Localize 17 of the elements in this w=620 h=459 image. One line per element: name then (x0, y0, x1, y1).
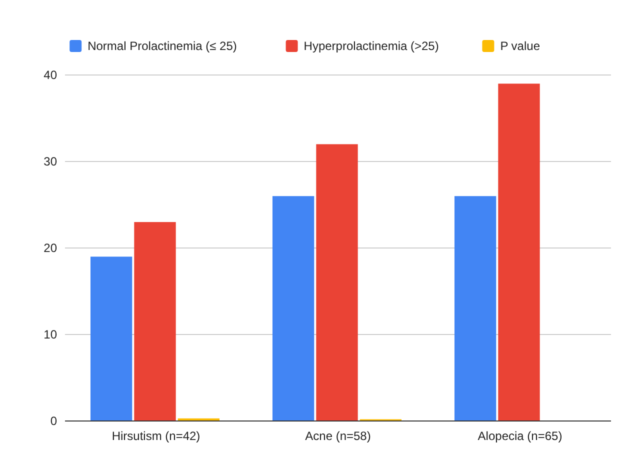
legend-label: Normal Prolactinemia (≤ 25) (88, 39, 237, 54)
y-tick-label: 10 (44, 328, 58, 342)
y-tick-label: 40 (44, 68, 58, 82)
legend-label: Hyperprolactinemia (>25) (304, 39, 439, 54)
x-tick-label: Hirsutism (n=42) (112, 429, 200, 443)
bar (134, 222, 176, 421)
x-tick-label: Acne (n=58) (305, 429, 371, 443)
y-tick-label: 0 (50, 414, 58, 428)
bar (454, 196, 496, 421)
bar (90, 256, 132, 421)
y-tick-label: 30 (44, 154, 58, 169)
bar (316, 144, 358, 421)
bar (498, 84, 540, 421)
legend-label: P value (500, 39, 540, 54)
x-tick-label: Alopecia (n=65) (478, 429, 562, 443)
y-tick-label: 20 (44, 241, 58, 256)
bar (272, 196, 314, 421)
